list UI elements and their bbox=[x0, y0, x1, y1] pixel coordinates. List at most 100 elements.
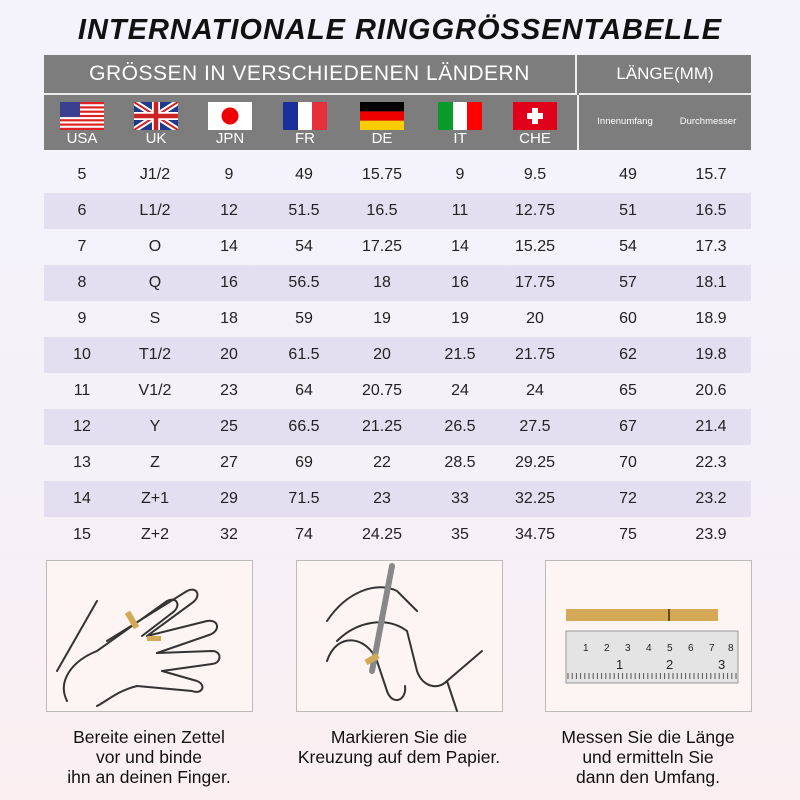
table-cell: 21.4 bbox=[695, 418, 727, 435]
table-cell: 29 bbox=[220, 490, 238, 507]
table-cell: 22.3 bbox=[695, 454, 727, 471]
table-cell: Z+1 bbox=[140, 490, 170, 507]
table-cell: Z+2 bbox=[140, 526, 170, 543]
table-cell: S bbox=[149, 310, 161, 327]
table-cell: 16 bbox=[451, 274, 469, 291]
table-cell: 14 bbox=[220, 238, 238, 255]
table-cell: 65 bbox=[619, 382, 637, 399]
table-cell: 20 bbox=[526, 310, 544, 327]
table-cell: 19 bbox=[373, 310, 391, 327]
caption-line: Markieren Sie die bbox=[330, 727, 468, 747]
table-cell: 34.75 bbox=[514, 526, 556, 543]
germany-flag-icon bbox=[360, 102, 404, 130]
table-cell: 67 bbox=[619, 418, 637, 435]
table-row: 9 S 18 59 19 19 20 60 18.9 bbox=[44, 301, 751, 337]
table-cell: 18.1 bbox=[695, 274, 727, 291]
france-flag-icon bbox=[283, 102, 327, 130]
table-cell: 49 bbox=[619, 166, 637, 183]
svg-text:1: 1 bbox=[583, 643, 589, 654]
countries-header: GRÖSSEN IN VERSCHIEDENEN LÄNDERN bbox=[44, 55, 577, 95]
svg-text:6: 6 bbox=[688, 643, 694, 654]
table-cell: 14 bbox=[451, 238, 469, 255]
step-3-caption: Messen Sie die Länge und ermitteln Sie dan… bbox=[518, 727, 778, 787]
table-cell: Y bbox=[149, 418, 161, 435]
country-label: CHE bbox=[519, 130, 551, 147]
divider bbox=[577, 95, 579, 150]
table-cell: 57 bbox=[619, 274, 637, 291]
table-cell: 19 bbox=[451, 310, 469, 327]
hand-with-paper-strip-icon bbox=[56, 588, 221, 707]
table-row: 13 Z 27 69 22 28.5 29.25 70 22.3 bbox=[44, 445, 751, 481]
table-cell: 11 bbox=[451, 202, 469, 219]
table-cell: 12.75 bbox=[514, 202, 556, 219]
table-cell: 27.5 bbox=[519, 418, 551, 435]
table-cell: 23 bbox=[373, 490, 391, 507]
table-cell: 27 bbox=[220, 454, 238, 471]
table-cell: 7 bbox=[77, 238, 87, 255]
table-cell: 64 bbox=[295, 382, 313, 399]
table-row: 15 Z+2 32 74 24.25 35 34.75 75 23.9 bbox=[44, 517, 751, 553]
table-cell: 9 bbox=[455, 166, 465, 183]
table-cell: 20 bbox=[373, 346, 391, 363]
table-cell: 9 bbox=[77, 310, 87, 327]
table-row: 7 O 14 54 17.25 14 15.25 54 17.3 bbox=[44, 229, 751, 265]
table-cell: 8 bbox=[77, 274, 87, 291]
table-cell: 32 bbox=[220, 526, 238, 543]
table-cell: 22 bbox=[373, 454, 391, 471]
caption-line: dann den Umfang. bbox=[576, 767, 720, 787]
table-cell: 33 bbox=[451, 490, 469, 507]
table-cell: 20 bbox=[220, 346, 238, 363]
svg-text:3: 3 bbox=[718, 657, 725, 672]
caption-line: Bereite einen Zettel bbox=[73, 727, 225, 747]
table-cell: 24 bbox=[526, 382, 544, 399]
table-row: 11 V1/2 23 64 20.75 24 24 65 20.6 bbox=[44, 373, 751, 409]
table-cell: 17.3 bbox=[695, 238, 727, 255]
table-cell: 9 bbox=[224, 166, 234, 183]
table-row: 5 J1/2 9 49 15.75 9 9.5 49 15.7 bbox=[44, 157, 751, 193]
table-cell: 71.5 bbox=[288, 490, 320, 507]
table-cell: 62 bbox=[619, 346, 637, 363]
svg-text:2: 2 bbox=[604, 643, 610, 654]
table-cell: 10 bbox=[73, 346, 91, 363]
table-row: 12 Y 25 66.5 21.25 26.5 27.5 67 21.4 bbox=[44, 409, 751, 445]
uk-flag-icon bbox=[134, 102, 178, 130]
step-1-image bbox=[46, 560, 253, 712]
table-cell: 49 bbox=[295, 166, 313, 183]
table-cell: 15.75 bbox=[361, 166, 403, 183]
table-cell: 23.2 bbox=[695, 490, 727, 507]
inner-circumference-label: Innenumfang bbox=[597, 116, 653, 127]
caption-line: Kreuzung auf dem Papier. bbox=[297, 747, 501, 767]
table-cell: 51 bbox=[619, 202, 637, 219]
table-cell: 69 bbox=[295, 454, 313, 471]
table-cell: 25 bbox=[220, 418, 238, 435]
table-row: 6 L1/2 12 51.5 16.5 11 12.75 51 16.5 bbox=[44, 193, 751, 229]
table-cell: 75 bbox=[619, 526, 637, 543]
table-cell: 21.25 bbox=[361, 418, 403, 435]
table-cell: 56.5 bbox=[288, 274, 320, 291]
svg-text:3: 3 bbox=[625, 643, 631, 654]
table-cell: 28.5 bbox=[444, 454, 476, 471]
table-cell: 24 bbox=[451, 382, 469, 399]
country-label: IT bbox=[453, 130, 467, 147]
svg-text:4: 4 bbox=[646, 643, 652, 654]
table-cell: 20.75 bbox=[361, 382, 403, 399]
table-cell: 26.5 bbox=[444, 418, 476, 435]
country-label: USA bbox=[66, 130, 98, 147]
italy-flag-icon bbox=[438, 102, 482, 130]
table-cell: 16 bbox=[220, 274, 238, 291]
table-cell: 24.25 bbox=[361, 526, 403, 543]
table-cell: 35 bbox=[451, 526, 469, 543]
table-cell: 12 bbox=[220, 202, 238, 219]
table-cell: 5 bbox=[77, 166, 87, 183]
table-cell: V1/2 bbox=[138, 382, 172, 399]
table-header: GRÖSSEN IN VERSCHIEDENEN LÄNDERN LÄNGE(M… bbox=[44, 55, 751, 150]
japan-flag-icon bbox=[208, 102, 252, 130]
table-cell: 17.25 bbox=[361, 238, 403, 255]
table-cell: 13 bbox=[73, 454, 91, 471]
table-cell: 18 bbox=[220, 310, 238, 327]
table-cell: 66.5 bbox=[288, 418, 320, 435]
step-1-caption: Bereite einen Zettel vor und binde ihn an … bbox=[19, 727, 279, 787]
table-cell: T1/2 bbox=[138, 346, 172, 363]
table-cell: 18.9 bbox=[695, 310, 727, 327]
